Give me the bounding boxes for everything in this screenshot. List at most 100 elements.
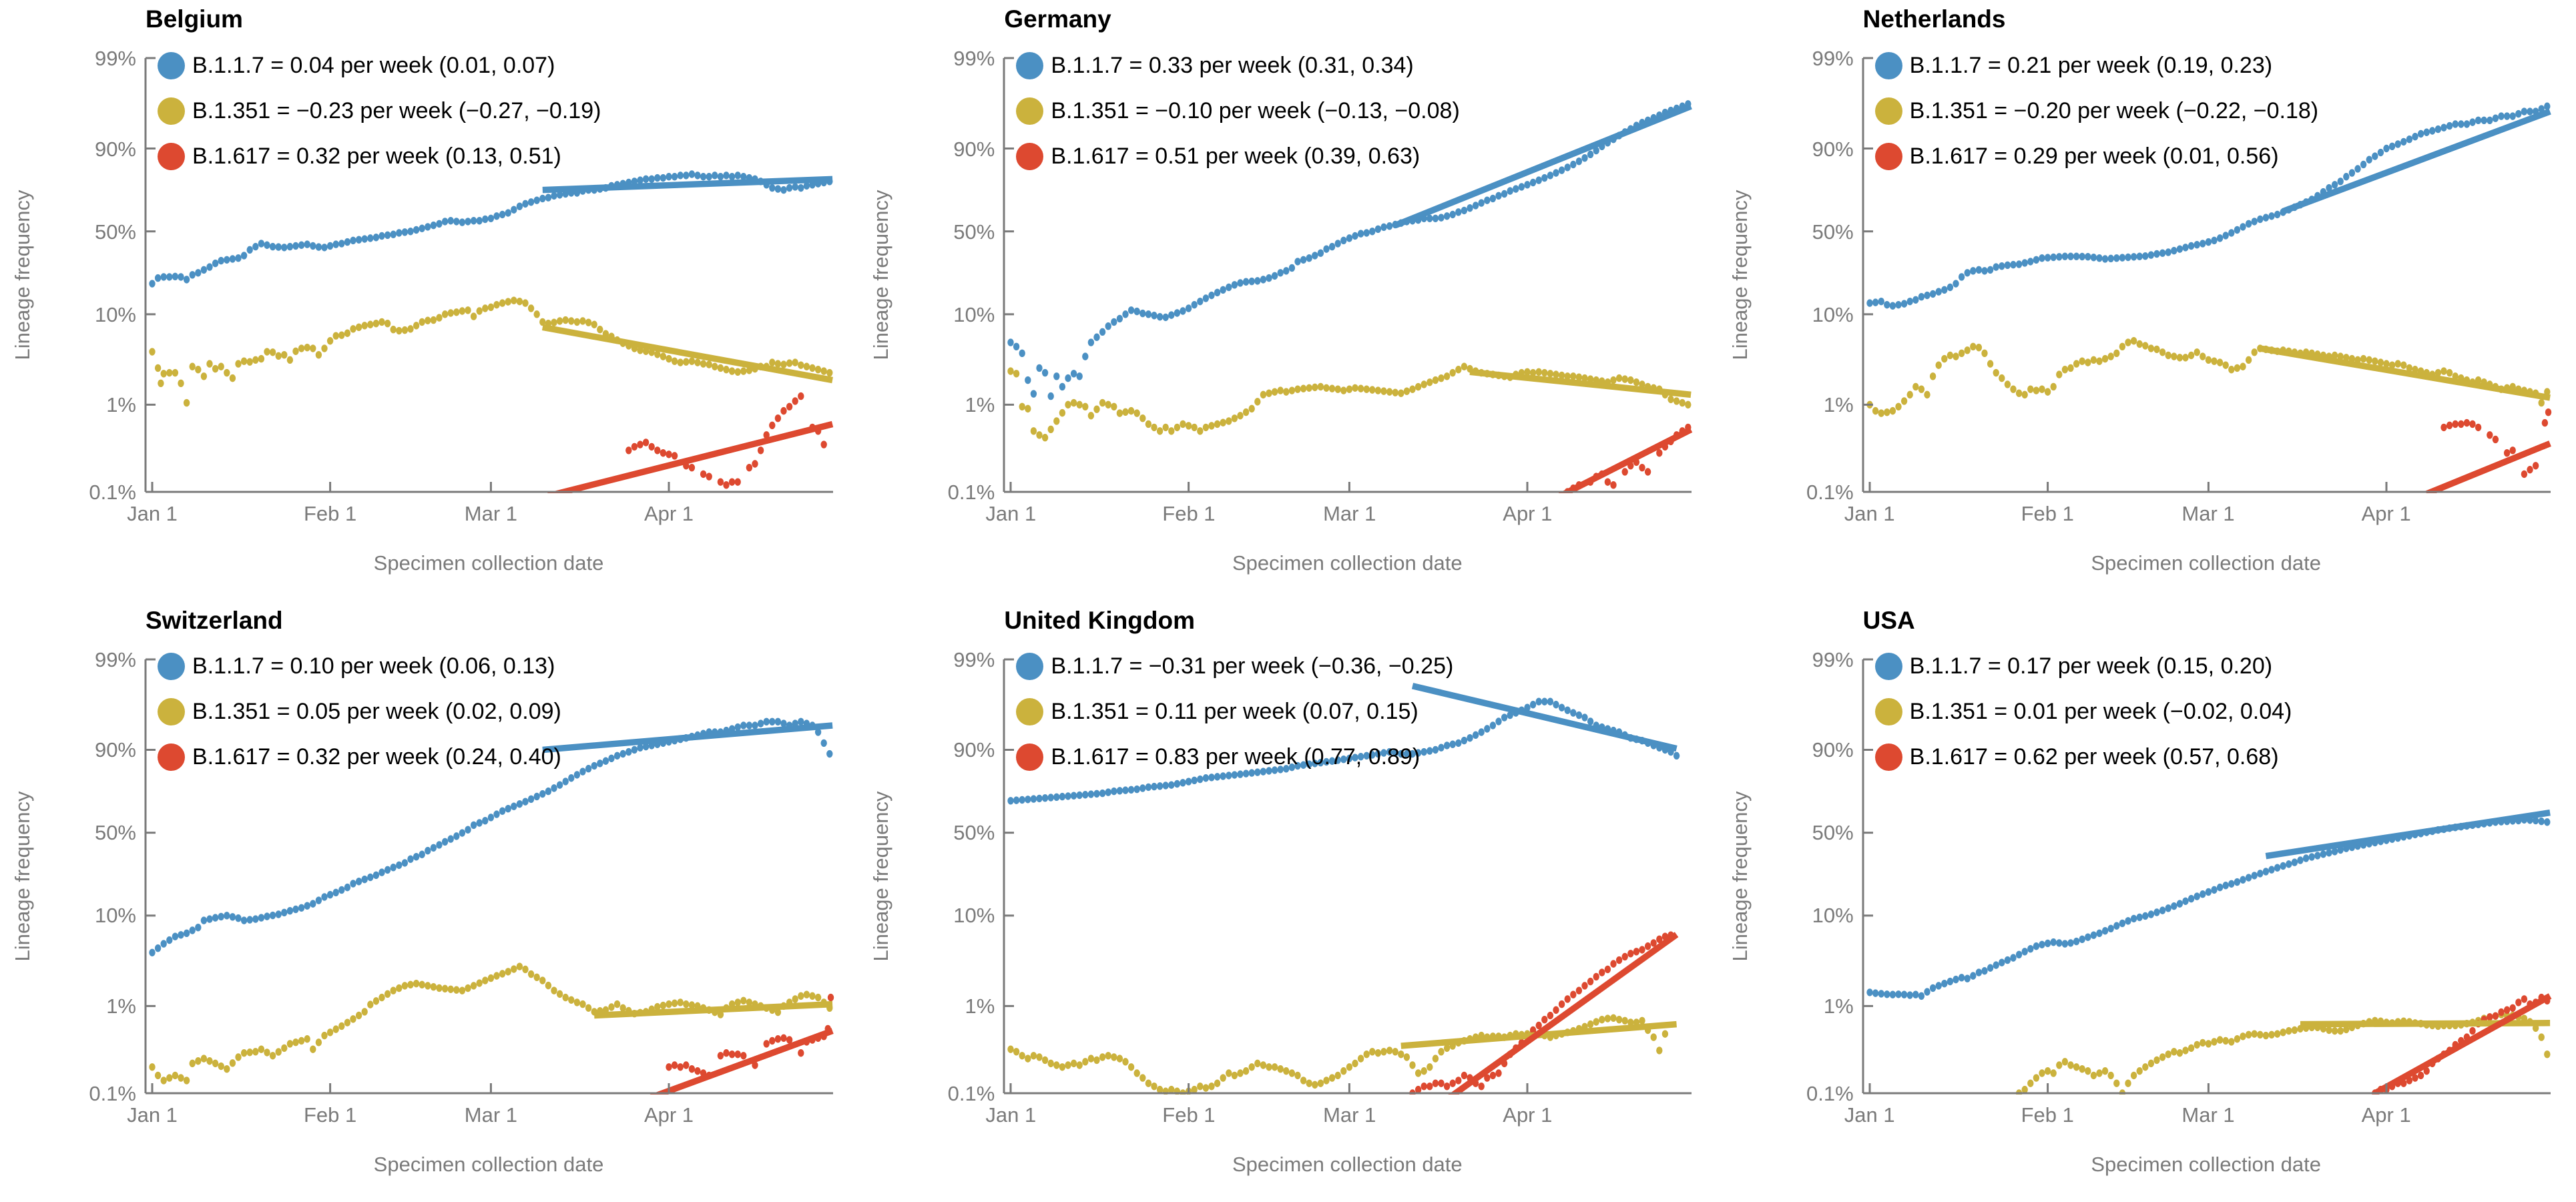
y-axis-title: Lineage frequency [11,190,34,360]
y-tick-label: 1% [106,994,136,1018]
x-tick-label: Mar 1 [1323,1103,1376,1127]
x-tick-label: Jan 1 [1844,1103,1895,1127]
y-tick-label: 10% [1812,904,1854,928]
legend-item-b1617: B.1.617 = 0.83 per week (0.77, 0.89) [1016,735,1453,780]
panel-united-kingdom: United Kingdom B.1.1.7 = −0.31 per week … [858,601,1717,1202]
legend-swatch-b1617-icon [1874,142,1902,170]
legend-swatch-b1617-icon [158,142,185,170]
y-tick-label: 10% [953,302,995,326]
y-tick-label: 90% [953,137,995,161]
legend-label: B.1.1.7 = 0.33 per week (0.31, 0.34) [1051,52,1414,78]
legend-item-b117: B.1.1.7 = 0.04 per week (0.01, 0.07) [158,43,601,88]
legend-label: B.1.351 = 0.11 per week (0.07, 0.15) [1051,699,1419,724]
plot-canvas-usa [1862,658,2552,1095]
legend-label: B.1.1.7 = −0.31 per week (−0.36, −0.25) [1051,653,1454,679]
x-axis-title: Specimen collection date [1232,551,1463,575]
legend: B.1.1.7 = −0.31 per week (−0.36, −0.25) … [1016,644,1453,780]
legend-swatch-b117-icon [158,653,185,680]
x-tick-label: Feb 1 [2021,502,2074,525]
legend: B.1.1.7 = 0.33 per week (0.31, 0.34) B.1… [1016,43,1460,179]
legend-label: B.1.351 = 0.01 per week (−0.02, 0.04) [1909,699,2292,724]
legend: B.1.1.7 = 0.04 per week (0.01, 0.07) B.1… [158,43,601,179]
y-tick-label: 1% [1823,393,1854,417]
x-axis-title: Specimen collection date [2091,1152,2321,1176]
x-tick-label: Jan 1 [985,1103,1037,1127]
legend-swatch-b1351-icon [1874,97,1902,125]
plot-canvas-united-kingdom [1003,658,1692,1095]
legend-swatch-b1351-icon [158,97,185,125]
x-tick-label: Mar 1 [2181,1103,2235,1127]
plot-canvas-switzerland [144,658,834,1095]
y-tick-label: 90% [1812,738,1854,762]
x-tick-label: Apr 1 [643,1103,694,1127]
legend-item-b117: B.1.1.7 = 0.17 per week (0.15, 0.20) [1874,644,2292,689]
y-tick-label: 99% [1812,647,1854,671]
panel-germany: Germany B.1.1.7 = 0.33 per week (0.31, 0… [858,0,1717,601]
plot-canvas-germany [1003,57,1693,493]
y-tick-label: 90% [1812,137,1854,161]
x-tick-label: Apr 1 [2361,502,2411,525]
legend: B.1.1.7 = 0.21 per week (0.19, 0.23) B.1… [1874,43,2319,179]
legend-item-b117: B.1.1.7 = 0.10 per week (0.06, 0.13) [158,644,561,689]
legend-swatch-b1351-icon [1874,698,1902,725]
legend-swatch-b1351-icon [158,698,185,725]
legend-item-b1617: B.1.617 = 0.32 per week (0.13, 0.51) [158,133,601,179]
legend-item-b1617: B.1.617 = 0.62 per week (0.57, 0.68) [1874,735,2292,780]
x-axis-title: Specimen collection date [373,1152,604,1176]
panel-title: Switzerland [146,606,283,634]
y-tick-label: 0.1% [1806,481,1854,504]
legend-label: B.1.617 = 0.51 per week (0.39, 0.63) [1051,143,1421,169]
y-axis-title: Lineage frequency [11,790,34,962]
legend-label: B.1.351 = 0.05 per week (0.02, 0.09) [192,699,561,724]
legend-item-b1351: B.1.351 = −0.10 per week (−0.13, −0.08) [1016,88,1460,133]
y-axis-title: Lineage frequency [869,790,893,962]
legend-item-b1617: B.1.617 = 0.51 per week (0.39, 0.63) [1016,133,1459,179]
legend-label: B.1.617 = 0.32 per week (0.13, 0.51) [192,143,561,169]
legend-swatch-b1351-icon [1016,97,1044,125]
y-tick-label: 99% [1812,47,1854,70]
panel-title: USA [1862,606,1915,634]
x-tick-label: Mar 1 [1323,502,1376,525]
y-tick-label: 0.1% [947,481,995,504]
legend-item-b1351: B.1.351 = 0.01 per week (−0.02, 0.04) [1874,689,2292,735]
panel-usa: USA B.1.1.7 = 0.17 per week (0.15, 0.20)… [1718,601,2576,1202]
y-tick-label: 10% [953,904,995,928]
legend: B.1.1.7 = 0.10 per week (0.06, 0.13) B.1… [158,644,561,780]
legend-item-b117: B.1.1.7 = −0.31 per week (−0.36, −0.25) [1016,644,1453,689]
legend-swatch-b117-icon [158,51,185,79]
y-tick-label: 0.1% [89,1081,136,1105]
legend-label: B.1.1.7 = 0.04 per week (0.01, 0.07) [192,52,555,78]
y-tick-label: 50% [1812,821,1854,845]
x-tick-label: Mar 1 [464,1103,518,1127]
x-axis-title: Specimen collection date [1232,1152,1463,1176]
y-tick-label: 99% [953,647,995,671]
y-axis-title: Lineage frequency [869,190,893,360]
x-tick-label: Jan 1 [1844,502,1895,525]
legend-item-b117: B.1.1.7 = 0.21 per week (0.19, 0.23) [1874,43,2318,88]
legend-swatch-b117-icon [1016,653,1044,680]
panel-belgium: Belgium B.1.1.7 = 0.04 per week (0.01, 0… [0,0,858,601]
legend-item-b1351: B.1.351 = −0.20 per week (−0.22, −0.18) [1874,88,2319,133]
legend-label: B.1.351 = −0.23 per week (−0.27, −0.19) [192,97,601,123]
legend-swatch-b117-icon [1874,653,1902,680]
y-tick-label: 0.1% [947,1081,995,1105]
panel-switzerland: Switzerland B.1.1.7 = 0.10 per week (0.0… [0,601,858,1202]
legend-swatch-b1617-icon [158,743,185,771]
legend: B.1.1.7 = 0.17 per week (0.15, 0.20) B.1… [1874,644,2292,780]
legend-label: B.1.1.7 = 0.17 per week (0.15, 0.20) [1909,653,2273,679]
panel-title: Belgium [146,5,243,33]
panel-title: United Kingdom [1004,606,1196,634]
legend-label: B.1.351 = −0.10 per week (−0.13, −0.08) [1051,97,1460,123]
y-tick-label: 50% [1812,220,1854,244]
y-tick-label: 99% [94,47,136,70]
legend-label: B.1.617 = 0.62 per week (0.57, 0.68) [1909,744,2279,770]
x-tick-label: Apr 1 [1503,502,1553,525]
legend-swatch-b1617-icon [1874,743,1902,771]
legend-label: B.1.351 = −0.20 per week (−0.22, −0.18) [1909,97,2319,123]
x-tick-label: Apr 1 [643,502,694,525]
legend-label: B.1.617 = 0.29 per week (0.01, 0.56) [1909,143,2279,169]
legend-swatch-b117-icon [1016,51,1044,79]
legend-item-b1351: B.1.351 = 0.11 per week (0.07, 0.15) [1016,689,1453,735]
y-tick-label: 50% [953,220,995,244]
x-tick-label: Mar 1 [464,502,518,525]
